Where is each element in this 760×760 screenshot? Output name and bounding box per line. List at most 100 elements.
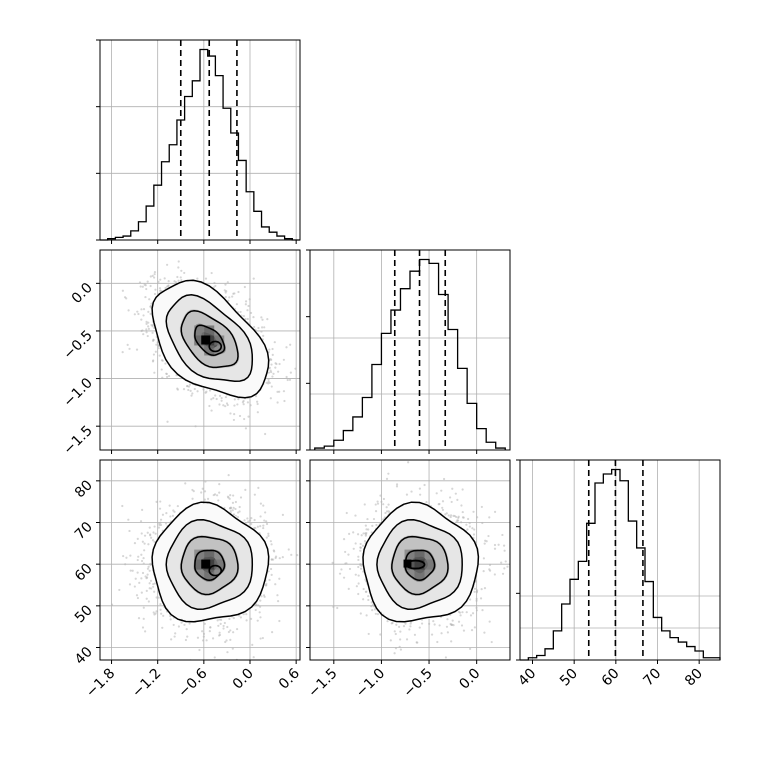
sample-point (476, 516, 479, 519)
sample-point (440, 489, 443, 492)
sample-point (149, 534, 152, 537)
sample-point (155, 343, 158, 346)
sample-point (362, 598, 365, 601)
sample-point (204, 277, 208, 280)
sample-point (493, 510, 497, 513)
scatter-layer (331, 461, 509, 659)
sample-point (380, 500, 383, 503)
panel-frame (99, 459, 301, 661)
sample-point (231, 295, 234, 298)
sample-point (148, 298, 151, 301)
sample-point (257, 326, 260, 330)
sample-point (125, 297, 128, 300)
sample-point (198, 648, 201, 652)
sample-point (147, 543, 150, 546)
sample-point (259, 637, 262, 640)
sample-point (393, 630, 396, 633)
sample-point (157, 280, 160, 284)
sample-point (217, 499, 220, 502)
sample-point (425, 501, 428, 504)
sample-point (437, 503, 440, 506)
sample-point (213, 656, 216, 659)
sample-point (164, 286, 167, 290)
sample-point (469, 614, 473, 617)
sample-point (250, 522, 253, 526)
sample-point (218, 403, 221, 406)
sample-point (128, 347, 131, 350)
sample-point (213, 281, 216, 285)
sample-point (153, 525, 156, 528)
sample-point (371, 524, 374, 527)
sample-point (475, 597, 478, 600)
sample-point (148, 582, 151, 585)
sample-point (446, 618, 449, 621)
sample-point (243, 519, 246, 522)
sample-point (283, 399, 286, 403)
sample-point (451, 487, 454, 490)
sample-point (226, 403, 229, 407)
sample-point (141, 571, 145, 575)
sample-point (367, 598, 370, 602)
sample-point (146, 576, 149, 579)
sample-point (361, 544, 365, 547)
sample-point (460, 521, 463, 524)
sample-point (243, 285, 246, 289)
density-cell (194, 335, 205, 346)
sample-point (147, 321, 150, 324)
sample-point (129, 569, 132, 572)
sample-point (137, 312, 140, 316)
sample-point (259, 502, 262, 505)
sample-point (385, 506, 388, 509)
sample-point (262, 334, 265, 337)
sample-point (270, 558, 273, 561)
sample-point (232, 418, 236, 422)
sample-point (259, 599, 262, 602)
sample-point (277, 370, 280, 373)
sample-point (370, 601, 373, 604)
sample-point (274, 366, 277, 369)
sample-point (228, 617, 231, 620)
sample-point (157, 526, 161, 529)
sample-point (144, 575, 147, 578)
contour-line (165, 294, 254, 382)
sample-point (153, 613, 156, 616)
sample-point (125, 556, 128, 559)
sample-point (269, 397, 272, 400)
sample-point (344, 550, 347, 554)
sample-point (158, 287, 162, 290)
density-cell (404, 549, 415, 560)
sample-point (141, 285, 144, 288)
density-cell (414, 559, 425, 570)
sample-point (357, 565, 360, 569)
sample-point (493, 543, 497, 547)
sample-point (118, 588, 121, 592)
sample-point (501, 572, 505, 575)
sample-point (471, 612, 475, 615)
sample-point (264, 432, 267, 436)
sample-point (362, 532, 365, 535)
sample-point (265, 536, 268, 539)
sample-point (128, 583, 132, 586)
sample-point (155, 610, 158, 613)
sample-point (146, 573, 149, 576)
sample-point (144, 284, 147, 287)
sample-point (159, 608, 162, 611)
sample-point (239, 496, 243, 499)
sample-point (245, 619, 248, 622)
sample-point (359, 612, 362, 615)
sample-point (405, 493, 409, 496)
sample-point (205, 390, 208, 393)
sample-point (157, 344, 160, 347)
x-tick-label: 80 (682, 666, 706, 690)
panel-frame (309, 459, 511, 661)
sample-point (131, 569, 134, 572)
sample-point (225, 639, 228, 642)
sample-point (151, 274, 154, 277)
sample-point (202, 632, 206, 636)
sample-point (278, 619, 281, 623)
sample-point (158, 354, 161, 357)
sample-point (419, 493, 422, 496)
sample-point (129, 554, 132, 557)
sample-point (273, 341, 276, 344)
sample-point (465, 611, 468, 614)
